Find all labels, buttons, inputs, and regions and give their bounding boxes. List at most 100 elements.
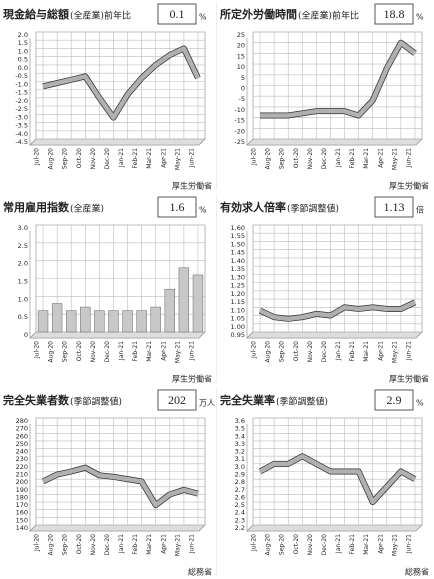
x-tick-label: Sep-20: [62, 148, 69, 169]
y-tick-label: 2.9: [235, 471, 245, 479]
y-tick-label: -5: [239, 95, 245, 103]
plot-floor: [29, 138, 206, 146]
y-tick-label: 2.7: [235, 486, 245, 494]
y-tick-label: 180: [16, 493, 28, 501]
x-tick-label: Jul-20: [251, 148, 258, 166]
x-tick-label: Nov-20: [307, 148, 314, 170]
y-tick-label: 0: [24, 331, 28, 339]
line: [259, 300, 416, 322]
y-tick-label: 3.5: [235, 425, 245, 433]
x-tick-label: Oct-20: [293, 148, 300, 168]
y-tick-label: 2.4: [235, 509, 245, 517]
y-tick-label: -4.5: [15, 138, 28, 146]
y-tick-label: -10: [234, 106, 245, 114]
x-tick-label: Feb-21: [349, 148, 356, 169]
y-tick-label: 1.45: [231, 249, 245, 257]
unit: %: [199, 206, 207, 215]
chart-title: 有効求人倍率: [220, 200, 286, 214]
chart-title: 完全失業者数: [3, 393, 70, 407]
x-tick-label: Jul-20: [34, 341, 41, 359]
x-tick-label: Jun-21: [405, 148, 412, 168]
x-tick-label: Nov-20: [90, 341, 97, 363]
source: 厚生労働省: [389, 374, 429, 384]
x-tick-label: Apr-21: [377, 534, 384, 554]
y-tick-label: -2.0: [15, 97, 28, 105]
source: 総務省: [405, 567, 429, 577]
x-tick-label: Nov-20: [90, 534, 97, 556]
y-tick-label: 3.6: [235, 417, 245, 425]
x-tick-label: Dec-20: [104, 148, 111, 170]
y-tick-label: 3.2: [235, 448, 245, 456]
bar: [51, 303, 63, 333]
chart-subtitle: (全産業)前年比: [298, 10, 359, 22]
plot-wall: [246, 224, 423, 339]
y-tick-label: 15: [237, 52, 245, 60]
x-tick-label: Oct-20: [76, 148, 83, 168]
y-tick-label: 230: [16, 455, 28, 463]
y-tick-label: 1.0: [18, 47, 28, 55]
y-tick-label: 1.40: [231, 257, 245, 265]
unit: %: [416, 13, 424, 22]
latest-value: 0.1: [170, 7, 185, 21]
y-tick-label: 10: [237, 63, 245, 71]
latest-value: 1.6: [170, 200, 185, 214]
bar: [94, 310, 105, 333]
x-tick-label: Apr-21: [377, 148, 384, 168]
y-tick-label: 3.4: [235, 432, 245, 440]
x-tick-label: May-21: [174, 148, 181, 170]
y-tick-label: 2.3: [235, 516, 245, 524]
chart-subtitle: (季節調整値): [287, 203, 339, 215]
x-tick-label: Sep-20: [279, 534, 286, 555]
x-tick-label: Jan-21: [118, 148, 125, 168]
chart-subtitle: (全産業): [70, 203, 104, 215]
x-tick-label: Jan-21: [335, 534, 342, 554]
y-tick-label: 2.2: [235, 524, 245, 532]
latest-box: [374, 389, 414, 411]
chart-title: 現金給与総額: [3, 7, 69, 21]
x-tick-label: Jun-21: [405, 534, 412, 554]
y-tick-label: 170: [16, 501, 28, 509]
y-tick-label: 3.3: [235, 440, 245, 448]
bar: [164, 288, 175, 333]
y-tick-label: 160: [16, 509, 28, 517]
x-tick-label: Mar-21: [363, 341, 370, 362]
y-tick-label: 1.10: [231, 306, 245, 314]
y-tick-label: 1.25: [231, 282, 245, 290]
plot-floor: [29, 331, 206, 339]
x-tick-label: Mar-21: [146, 341, 153, 362]
y-tick-label: 1.50: [231, 240, 245, 248]
x-tick-label: Jul-20: [34, 534, 41, 552]
x-tick-label: Oct-20: [293, 534, 300, 554]
bar: [66, 310, 77, 333]
x-tick-label: Aug-20: [48, 534, 55, 556]
unit: %: [416, 399, 424, 408]
x-tick-label: May-21: [174, 341, 181, 363]
y-tick-label: 150: [16, 516, 28, 524]
x-tick-label: Oct-20: [293, 341, 300, 361]
x-tick-label: Apr-21: [160, 341, 167, 361]
x-tick-label: Feb-21: [349, 341, 356, 362]
chart-subtitle: (季節調整値): [276, 396, 328, 408]
y-tick-label: 140: [16, 524, 28, 532]
x-tick-label: Nov-20: [307, 534, 314, 556]
unit: 万人: [199, 399, 215, 408]
chart-title: 所定外労働時間: [220, 7, 297, 21]
unit: 倍: [416, 205, 424, 215]
x-tick-label: Jan-21: [118, 341, 125, 361]
y-tick-label: 1.55: [231, 232, 245, 240]
y-tick-label: 25: [237, 31, 245, 39]
x-tick-label: May-21: [391, 341, 398, 363]
x-tick-label: Dec-20: [104, 534, 111, 556]
y-tick-label: 280: [16, 417, 28, 425]
plot-floor: [29, 524, 206, 532]
line: [258, 453, 417, 505]
x-tick-label: Jun-21: [188, 341, 195, 361]
y-tick-label: 260: [16, 432, 28, 440]
y-tick-label: 1.60: [231, 224, 245, 232]
y-tick-label: 210: [16, 471, 28, 479]
x-tick-label: Aug-20: [48, 341, 55, 363]
x-tick-label: Sep-20: [62, 534, 69, 555]
y-tick-label: 0.0: [18, 64, 28, 72]
latest-box: [157, 196, 197, 218]
